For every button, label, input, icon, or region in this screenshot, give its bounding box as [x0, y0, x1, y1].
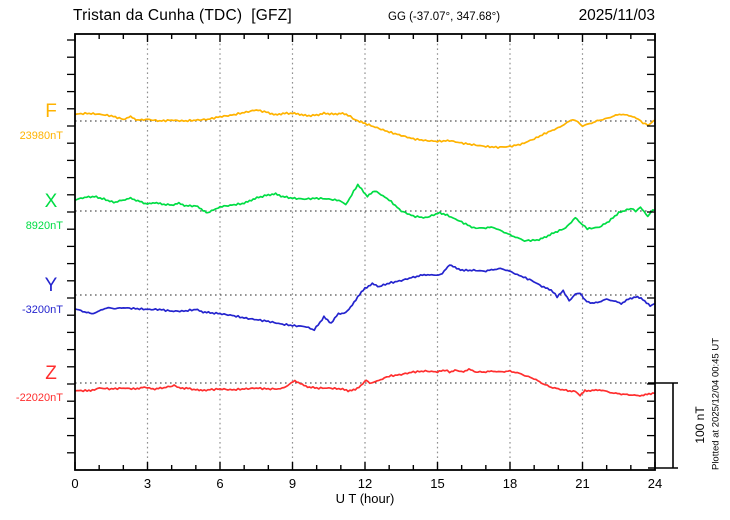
x-tick-label-12: 12	[357, 476, 373, 491]
plotted-at-note: Plotted at 2025/12/04 00:45 UT	[710, 337, 722, 471]
channel-label-Z: Z	[45, 363, 57, 384]
station-coordinates: GG (-37.07°, 347.68°)	[388, 11, 501, 23]
channel-baseline-value-X: 8920nT	[25, 220, 63, 232]
channel-baseline-value-Y: -3200nT	[22, 304, 63, 316]
trace-F	[75, 109, 655, 149]
x-tick-label-3: 3	[143, 476, 152, 491]
channel-baseline-value-F: 23980nT	[19, 130, 63, 142]
trace-Y	[75, 264, 655, 332]
x-tick-label-24: 24	[647, 476, 663, 491]
x-tick-label-18: 18	[502, 476, 518, 491]
x-tick-label-9: 9	[288, 476, 297, 491]
x-tick-label-21: 21	[575, 476, 590, 491]
channel-label-Y: Y	[44, 275, 58, 296]
x-tick-label-15: 15	[430, 476, 445, 491]
channel-label-F: F	[45, 101, 57, 122]
page-title: Tristan da Cunha (TDC) [GFZ]	[73, 7, 292, 24]
trace-Z	[75, 368, 655, 397]
x-tick-label-6: 6	[216, 476, 224, 491]
trace-X	[75, 183, 655, 243]
scale-bar-label: 100 nT	[693, 406, 707, 444]
plot-date: 2025/11/03	[578, 7, 655, 24]
x-axis-title: U T (hour)	[335, 491, 395, 506]
x-tick-label-0: 0	[71, 476, 79, 491]
channel-label-X: X	[44, 191, 58, 212]
channel-baseline-value-Z: -22020nT	[15, 392, 63, 404]
